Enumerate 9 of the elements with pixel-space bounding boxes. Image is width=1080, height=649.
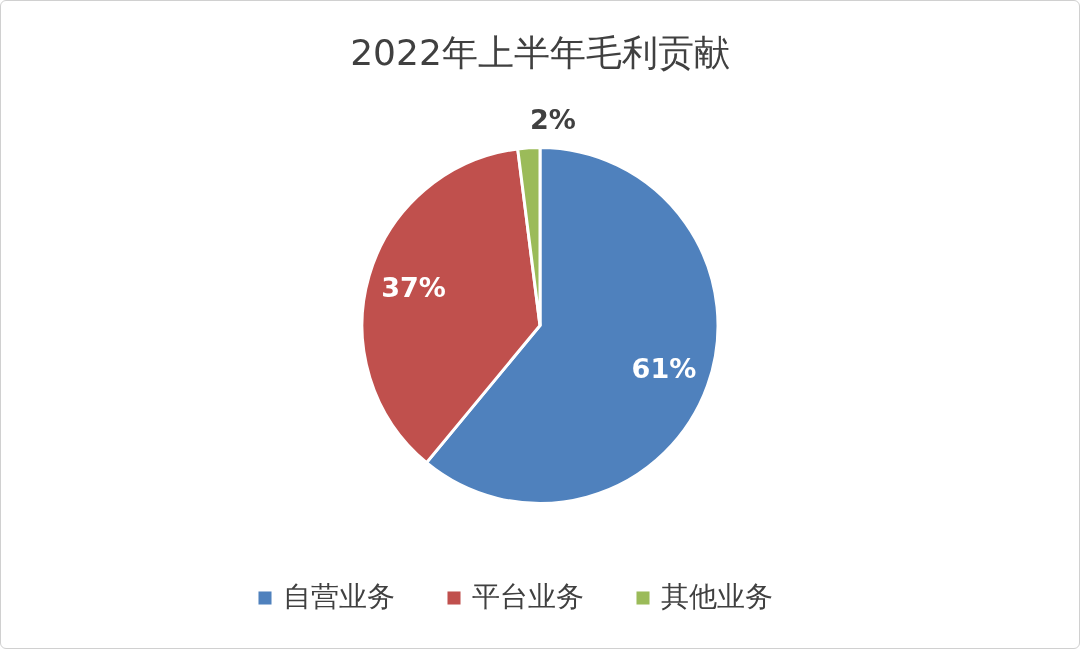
pie-slice bbox=[360, 147, 542, 465]
legend-label: 平台业务 bbox=[472, 580, 584, 613]
data-label: 37% bbox=[381, 271, 446, 303]
chart-title: 2022年上半年毛利贡献 bbox=[350, 32, 730, 73]
pie-slice bbox=[516, 146, 542, 327]
legend-label: 自营业务 bbox=[283, 580, 395, 613]
data-label: 2% bbox=[529, 103, 576, 135]
data-label: 61% bbox=[631, 353, 697, 385]
legend-label: 其他业务 bbox=[661, 580, 773, 613]
